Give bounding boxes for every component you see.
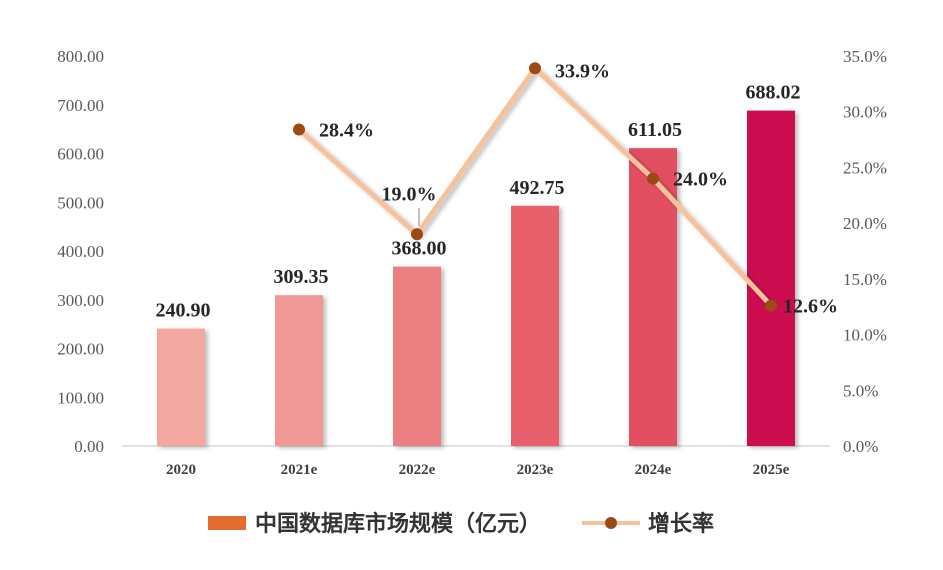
x-axis-tick-label: 2024e <box>635 462 672 478</box>
growth-value-label: 33.9% <box>555 60 610 82</box>
bar-series <box>157 110 795 447</box>
left-axis: 0.00 100.00 200.00 300.00 400.00 500.00 600.00… <box>57 47 104 456</box>
bar-value-label: 688.02 <box>746 82 801 104</box>
growth-point-2023e <box>529 62 541 75</box>
right-axis-tick-label: 25.0% <box>843 158 887 177</box>
growth-value-label: 19.0% <box>382 183 437 205</box>
growth-value-label: 12.6% <box>783 296 838 318</box>
growth-data-labels: 28.4% 19.0% 33.9% 24.0% 12.6% <box>319 60 838 317</box>
bar-value-label: 309.35 <box>274 266 329 288</box>
bar-2024e <box>629 148 677 446</box>
right-axis-tick-label: 15.0% <box>843 270 887 289</box>
legend-line-label: 增长率 <box>648 511 714 537</box>
bar-2021e <box>275 295 323 446</box>
x-axis-ticks: 2020 2021e 2022e 2023e 2024e 2025e <box>166 462 790 478</box>
x-axis-tick-label: 2022e <box>399 462 436 478</box>
left-axis-tick-label: 0.00 <box>74 437 104 456</box>
right-axis: 0.0% 5.0% 10.0% 15.0% 20.0% 25.0% 30.0% 35.0% <box>843 47 887 456</box>
growth-value-label: 24.0% <box>673 169 728 191</box>
right-axis-tick-label: 10.0% <box>843 326 887 345</box>
bar-2023e <box>511 205 559 446</box>
bar-value-label: 492.75 <box>510 177 565 199</box>
x-axis-tick-label: 2021e <box>281 462 318 478</box>
bar-2025e <box>747 110 795 447</box>
legend: 中国数据库市场规模（亿元） 增长率 <box>208 511 714 537</box>
growth-value-label: 28.4% <box>319 120 374 142</box>
growth-point-2024e <box>647 172 659 185</box>
left-axis-tick-label: 800.00 <box>57 47 104 66</box>
growth-point-2025e <box>765 299 777 312</box>
right-axis-tick-label: 0.0% <box>843 437 878 456</box>
growth-line-series <box>293 62 777 312</box>
x-axis-tick-label: 2020 <box>166 462 196 478</box>
legend-line-marker <box>605 517 617 529</box>
growth-point-2021e <box>293 123 305 136</box>
x-axis-tick-label: 2023e <box>517 462 554 478</box>
bar-value-label: 611.05 <box>628 119 682 141</box>
bar-data-labels: 240.90 309.35 368.00 492.75 611.05 688.02 <box>156 82 801 322</box>
right-axis-tick-label: 5.0% <box>843 381 878 400</box>
x-axis-tick-label: 2025e <box>753 462 790 478</box>
legend-bar-label: 中国数据库市场规模（亿元） <box>255 511 541 537</box>
left-axis-tick-label: 400.00 <box>57 242 104 261</box>
right-axis-tick-label: 35.0% <box>843 47 887 66</box>
bar-2022e <box>393 266 441 446</box>
left-axis-tick-label: 200.00 <box>57 340 104 359</box>
bar-value-label: 368.00 <box>392 238 447 260</box>
left-axis-tick-label: 300.00 <box>57 291 104 310</box>
growth-point-2022e <box>411 228 423 241</box>
right-axis-tick-label: 30.0% <box>843 103 887 122</box>
bar-2020 <box>157 328 205 446</box>
left-axis-tick-label: 100.00 <box>57 388 104 407</box>
right-axis-tick-label: 20.0% <box>843 214 887 233</box>
left-axis-tick-label: 700.00 <box>57 96 104 115</box>
legend-bar-swatch <box>208 516 246 530</box>
left-axis-tick-label: 600.00 <box>57 145 104 164</box>
left-axis-tick-label: 500.00 <box>57 193 104 212</box>
bar-value-label: 240.90 <box>156 300 211 322</box>
